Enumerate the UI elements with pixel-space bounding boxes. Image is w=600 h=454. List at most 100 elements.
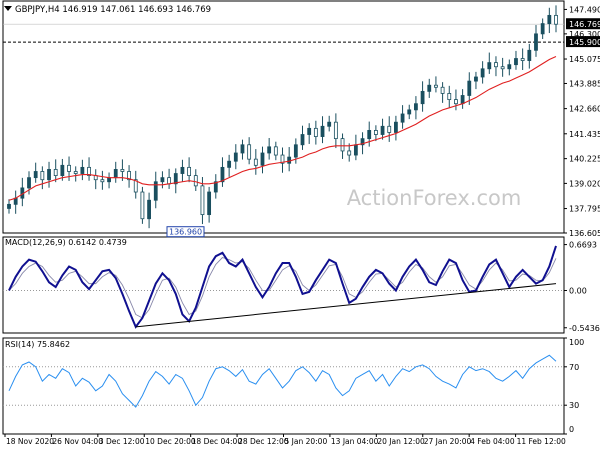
macd-trendline — [135, 283, 557, 328]
price-candle — [427, 78, 432, 98]
price-candle — [534, 25, 538, 57]
price-candle — [227, 154, 232, 177]
x-tick-label: 13 Jan 04:00 — [331, 437, 379, 446]
price-candle — [207, 186, 212, 223]
price-candle — [140, 186, 145, 224]
price-candle — [353, 134, 358, 161]
price-candle — [233, 144, 238, 170]
price-candle — [13, 190, 18, 214]
price-tick-label: 142.660 — [569, 105, 600, 114]
price-candle — [394, 115, 398, 141]
svg-text:146.769: 146.769 — [569, 20, 600, 29]
price-candle — [187, 157, 192, 183]
price-candle — [400, 105, 405, 129]
macd-tick-label: 0.6693 — [569, 241, 597, 250]
symbol-header: GBPJPY,H4 146.919 147.061 146.693 146.76… — [15, 5, 211, 15]
price-candle — [133, 170, 138, 199]
price-candle — [220, 157, 225, 187]
price-candle — [180, 159, 185, 182]
price-candle — [447, 85, 452, 108]
price-candle — [7, 199, 11, 214]
price-candle — [20, 177, 25, 207]
price-candle — [160, 171, 165, 189]
price-candle — [520, 48, 525, 71]
price-candle — [554, 5, 558, 33]
price-candle — [193, 169, 198, 191]
price-candle — [500, 57, 505, 77]
price-tick-label: 146.300 — [569, 30, 600, 39]
price-candle — [113, 161, 118, 183]
x-tick-label: 10 Dec 20:00 — [145, 437, 196, 446]
moving-average-line — [8, 55, 557, 201]
price-tick-label: 137.795 — [569, 205, 600, 214]
price-candle — [267, 138, 272, 160]
dropdown-triangle-icon[interactable] — [4, 6, 12, 11]
price-candle — [147, 192, 151, 229]
price-candle — [173, 168, 178, 194]
price-candle — [47, 161, 51, 188]
svg-text:136.960: 136.960 — [169, 228, 202, 237]
price-candle — [260, 146, 265, 174]
svg-text:145.900: 145.900 — [569, 38, 600, 47]
price-candle — [253, 149, 258, 175]
watermark-text: ActionForex.com — [347, 186, 522, 210]
price-tick-label: 136.605 — [569, 229, 600, 238]
current-price-tag: 146.769 — [566, 18, 600, 30]
price-candle — [440, 82, 445, 103]
x-tick-label: 5 Jan 20:00 — [285, 437, 328, 446]
price-candle — [540, 18, 545, 39]
price-tick-label: 139.020 — [569, 179, 600, 188]
level-price-tag: 145.900 — [566, 36, 600, 48]
price-candle — [527, 43, 532, 69]
price-candle — [240, 139, 245, 160]
price-candle — [80, 159, 85, 181]
price-candle — [320, 116, 325, 144]
macd-label: MACD(12,26,9) 0.6142 0.4739 — [5, 238, 127, 247]
price-candle — [367, 121, 372, 147]
price-candle — [280, 147, 285, 173]
x-tick-label: 18 Nov 2020 — [6, 437, 54, 446]
price-candle — [420, 81, 425, 112]
price-tick-label: 143.885 — [569, 79, 600, 88]
x-tick-label: 26 Nov 04:00 — [52, 437, 103, 446]
price-candle — [467, 72, 472, 105]
price-candle — [127, 165, 131, 188]
price-tick-label: 145.075 — [569, 55, 600, 64]
price-candle — [514, 50, 518, 70]
price-candle — [33, 162, 38, 183]
price-candle — [327, 115, 332, 132]
price-candle — [287, 147, 292, 172]
price-candle — [100, 170, 105, 190]
price-candle — [153, 171, 158, 209]
price-candle — [487, 52, 492, 74]
price-candle — [380, 118, 385, 140]
rsi-tick-label: 70 — [569, 363, 579, 372]
x-tick-label: 28 Dec 12:00 — [238, 437, 289, 446]
price-candle — [434, 76, 438, 93]
price-candle — [373, 125, 378, 142]
price-candle — [273, 141, 278, 161]
price-candle — [333, 113, 338, 149]
price-candle — [93, 169, 98, 190]
price-tick-label: 147.490 — [569, 5, 600, 14]
price-candle — [387, 116, 392, 142]
x-tick-label: 18 Dec 04:00 — [192, 437, 243, 446]
price-candle — [27, 171, 31, 195]
price-candle — [313, 120, 318, 145]
price-candle — [480, 61, 485, 84]
price-candle — [474, 71, 478, 90]
price-candle — [167, 168, 171, 189]
price-candle — [200, 177, 205, 225]
rsi-line — [8, 354, 557, 408]
price-candle — [73, 166, 78, 182]
low-annotation: 136.960 — [166, 226, 205, 238]
price-candle — [507, 59, 512, 76]
price-candle — [454, 89, 458, 111]
price-candle — [347, 143, 352, 162]
price-candle — [300, 125, 305, 150]
rsi-tick-label: 0 — [569, 425, 574, 434]
price-candle — [40, 166, 45, 190]
price-panel-frame — [2, 0, 565, 234]
